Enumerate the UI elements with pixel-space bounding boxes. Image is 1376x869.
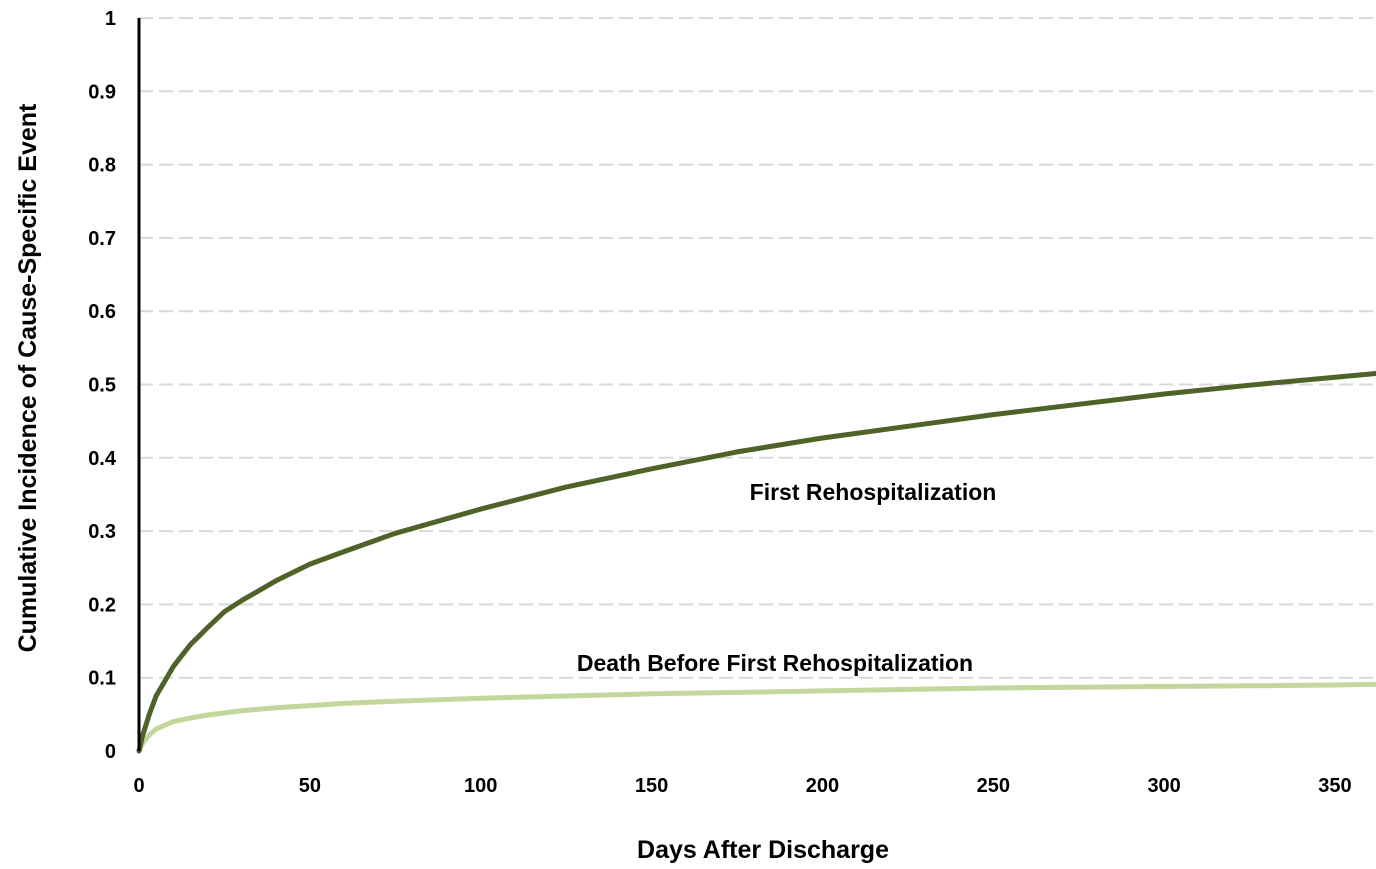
x-tick-label: 100 (464, 775, 497, 797)
series-label-first-rehospitalization: First Rehospitalization (750, 479, 997, 505)
y-tick-label: 0.3 (88, 521, 116, 543)
y-tick-label: 0.2 (88, 594, 116, 616)
series-label-death-before-first-rehospitalization: Death Before First Rehospitalization (577, 650, 973, 676)
x-tick-label: 200 (806, 775, 839, 797)
x-tick-label: 350 (1318, 775, 1351, 797)
x-tick-labels: 0 50 100 150 200 250 300 350 (133, 775, 1351, 797)
x-axis-title: Days After Discharge (637, 836, 889, 864)
x-tick-label: 0 (133, 775, 144, 797)
x-tick-label: 50 (299, 775, 321, 797)
series-line-first-rehospitalization (136, 371, 1376, 754)
y-tick-label: 0.8 (88, 155, 116, 177)
y-tick-label: 0 (105, 741, 116, 763)
y-tick-label: 0.9 (88, 81, 116, 103)
gridlines (139, 17, 1376, 679)
y-tick-label: 0.4 (88, 448, 117, 470)
y-tick-labels: 0 0.1 0.2 0.3 0.4 0.5 0.6 0.7 0.8 0.9 1 (88, 8, 117, 763)
series-lines (136, 371, 1376, 754)
y-tick-label: 0.1 (88, 668, 116, 690)
y-axis-title: Cumulative Incidence of Cause-Specific E… (14, 103, 42, 652)
y-tick-label: 0.7 (88, 228, 116, 250)
y-tick-label: 0.6 (88, 301, 116, 323)
series-line-death-before-first-rehospitalization (136, 681, 1376, 754)
y-tick-label: 0.5 (88, 375, 116, 397)
x-tick-label: 300 (1147, 775, 1180, 797)
x-tick-label: 150 (635, 775, 668, 797)
x-tick-label: 250 (977, 775, 1010, 797)
y-tick-label: 1 (105, 8, 116, 30)
